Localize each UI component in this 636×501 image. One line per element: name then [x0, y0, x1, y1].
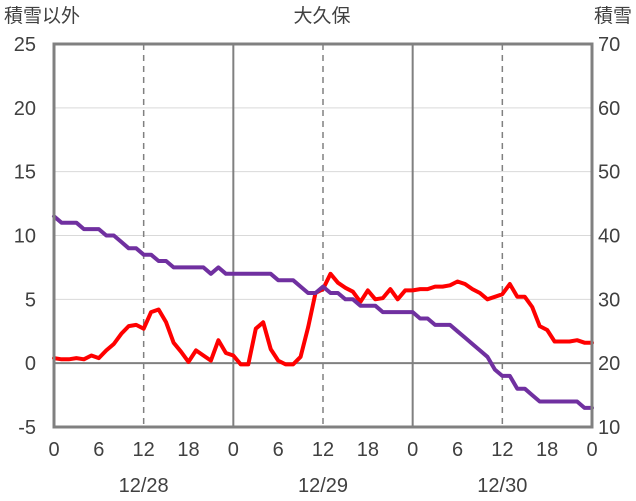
x-tick-label: 0	[48, 439, 59, 461]
y-right-tick-label: 70	[598, 34, 620, 56]
series-line-snow-depth	[52, 214, 594, 410]
y-right-tick-label: 10	[598, 417, 620, 439]
y-right-tick-label: 60	[598, 98, 620, 120]
y-right-tick-label: 30	[598, 289, 620, 311]
x-tick-label: 12	[312, 439, 334, 461]
y-right-tick-label: 50	[598, 162, 620, 184]
x-tick-label: 0	[228, 439, 239, 461]
x-tick-label: 0	[407, 439, 418, 461]
y-left-tick-label: 25	[14, 34, 36, 56]
y-right-tick-label: 40	[598, 226, 620, 248]
right-axis-label: 積雪	[594, 5, 632, 27]
left-axis-label: 積雪以外	[4, 5, 80, 27]
x-tick-label: 12	[133, 439, 155, 461]
y-left-tick-label: -5	[18, 417, 36, 439]
y-left-tick-label: 20	[14, 98, 36, 120]
y-right-tick-label: 20	[598, 353, 620, 375]
x-tick-label: 6	[93, 439, 104, 461]
grid	[54, 43, 592, 428]
plot-frame	[52, 42, 594, 429]
x-tick-label: 0	[586, 439, 597, 461]
series-layer	[52, 214, 594, 410]
y-left-tick-label: 5	[25, 289, 36, 311]
x-day-label: 12/30	[477, 475, 527, 497]
x-tick-label: 18	[536, 439, 558, 461]
chart-title: 大久保	[293, 5, 350, 27]
x-tick-label: 18	[177, 439, 199, 461]
y-left-tick-label: 15	[14, 162, 36, 184]
x-tick-label: 18	[357, 439, 379, 461]
y-left-tick-label: 0	[25, 353, 36, 375]
x-day-label: 12/29	[298, 475, 348, 497]
x-tick-label: 6	[452, 439, 463, 461]
y-left-tick-label: 10	[14, 226, 36, 248]
x-day-label: 12/28	[119, 475, 169, 497]
x-tick-label: 6	[273, 439, 284, 461]
x-tick-label: 12	[491, 439, 513, 461]
